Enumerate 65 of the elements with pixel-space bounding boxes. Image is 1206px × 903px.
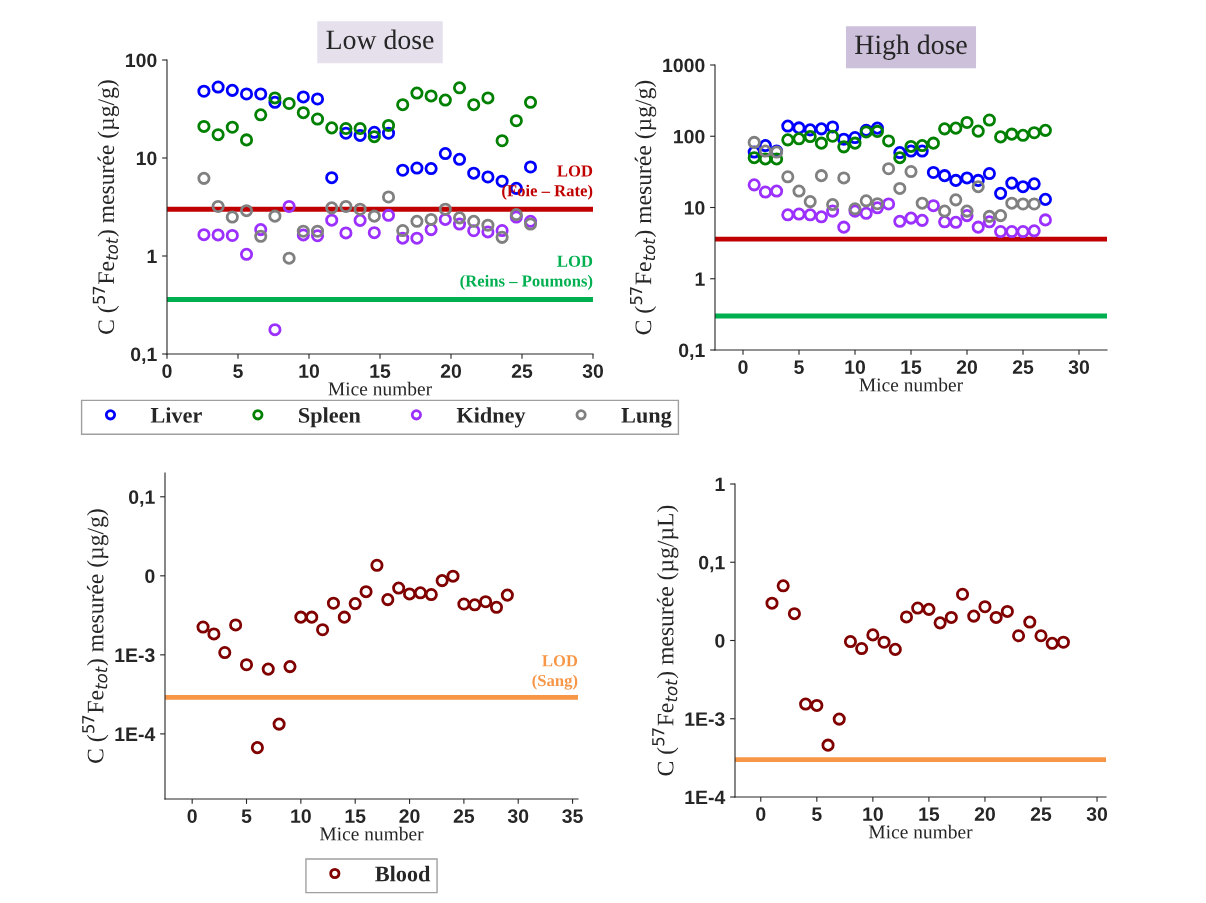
y-tick-label: 1	[695, 272, 705, 286]
x-tick-label: 25	[511, 364, 533, 378]
chart-title: High dose	[855, 34, 967, 60]
y-tick-label: 0,1	[679, 343, 705, 361]
y-axis-title: C ($^{57}$Fe$_{tot}$) mesurée (µg/µL)	[652, 505, 679, 776]
ref-line-label: LOD (Foie – Rate)	[502, 165, 593, 200]
x-tick-label: 30	[1068, 360, 1090, 375]
y-tick-label: 1E-3	[115, 648, 155, 663]
ref-line-label: LOD (Reins – Poumons)	[460, 255, 593, 290]
x-tick-label: 25	[1030, 807, 1052, 821]
x-tick-label: 10	[291, 809, 311, 823]
x-tick-label: 15	[370, 364, 391, 378]
x-tick-label: 20	[956, 360, 978, 374]
x-tick-label: 20	[974, 807, 995, 821]
x-tick-label: 10	[299, 364, 320, 378]
y-axis-title: C ($^{57}$Fe$_{tot}$) mesurée (µg/g)	[82, 509, 109, 763]
chart-title: Low dose	[326, 29, 434, 50]
y-tick-label: 1E-4	[685, 790, 726, 805]
x-tick-label: 5	[794, 360, 804, 374]
y-tick-label: 10	[136, 151, 157, 166]
y-tick-label: 10	[684, 200, 705, 215]
y-tick-label: 1000	[663, 58, 705, 73]
legend-label: Blood	[375, 865, 431, 882]
x-axis-title: Mice number	[328, 381, 432, 396]
x-tick-label: 0	[162, 364, 172, 378]
x-tick-label: 25	[453, 809, 475, 823]
legend-label: Liver	[150, 407, 202, 423]
y-tick-label: 0,1	[699, 555, 725, 573]
x-tick-label: 35	[562, 809, 583, 824]
y-axis-title: C ($^{57}$Fe$_{tot}$) mesurée (µg/g)	[92, 80, 120, 334]
y-tick-label: 1	[147, 249, 157, 264]
x-tick-label: 0	[187, 809, 197, 823]
x-tick-label: 30	[582, 364, 604, 379]
x-tick-label: 5	[241, 809, 252, 823]
ref-line-label: LOD (Sang)	[532, 655, 578, 690]
x-tick-label: 20	[399, 809, 420, 823]
x-tick-label: 10	[863, 807, 883, 821]
y-tick-label: 1E-4	[115, 727, 156, 741]
y-axis-title: C ($^{57}$Fe$_{tot}$) mesurée (µg/g)	[630, 80, 657, 335]
x-tick-label: 15	[345, 809, 366, 823]
x-tick-label: 25	[1012, 360, 1034, 374]
x-tick-label: 15	[919, 807, 940, 821]
x-tick-label: 30	[1086, 807, 1108, 822]
legend-label: Kidney	[456, 407, 526, 428]
x-axis-title: Mice number	[859, 377, 963, 392]
x-tick-label: 5	[233, 364, 243, 378]
x-tick-label: 0	[738, 360, 748, 374]
x-axis-title: Mice number	[319, 826, 424, 841]
y-tick-label: 0,1	[129, 490, 155, 507]
y-tick-label: 1	[715, 477, 725, 492]
x-tick-label: 0	[756, 807, 766, 821]
x-axis-title: Mice number	[868, 824, 973, 839]
x-tick-label: 20	[440, 364, 462, 378]
x-tick-label: 15	[901, 360, 922, 374]
y-tick-label: 100	[126, 53, 157, 68]
y-tick-label: 0	[145, 569, 155, 584]
y-tick-label: 1E-3	[685, 712, 725, 727]
legend-label: Lung	[621, 408, 672, 428]
y-tick-label: 0	[715, 633, 725, 648]
x-tick-label: 5	[812, 807, 822, 821]
x-tick-label: 30	[507, 809, 529, 824]
y-tick-label: 100	[674, 129, 705, 144]
legend-label: Spleen	[299, 407, 361, 428]
x-tick-label: 10	[845, 360, 866, 374]
y-tick-label: 0,1	[131, 347, 157, 365]
